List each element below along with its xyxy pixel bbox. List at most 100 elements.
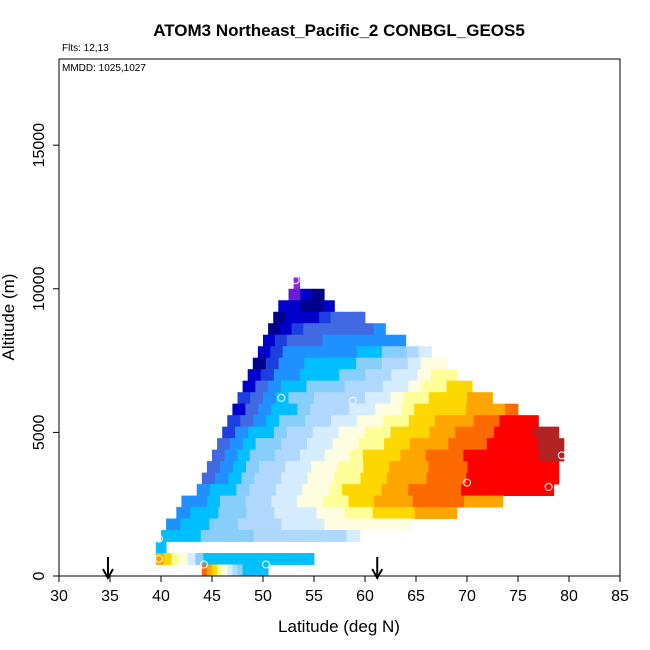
- heatmap-cell: [545, 426, 560, 439]
- heatmap-cell: [414, 507, 430, 519]
- observation-circle: [262, 560, 271, 569]
- heatmap-cell: [316, 507, 331, 519]
- heatmap-cell: [527, 484, 541, 496]
- heatmap-cell: [292, 415, 306, 428]
- heatmap-cell: [344, 346, 358, 359]
- heatmap-cell: [237, 449, 251, 462]
- heatmap-cell: [363, 461, 377, 473]
- heatmap-cell: [420, 357, 435, 370]
- heatmap-cell: [271, 495, 285, 508]
- heatmap-cell: [195, 553, 204, 565]
- heatmap-cell: [338, 426, 353, 439]
- heatmap-cell: [386, 472, 401, 485]
- heatmap-cell: [350, 461, 364, 473]
- heatmap-cell: [211, 553, 220, 565]
- heatmap-cell: [344, 507, 360, 519]
- heatmap-cell: [382, 334, 395, 347]
- heatmap-cell: [492, 472, 507, 485]
- x-tick-label: 75: [509, 588, 527, 605]
- heatmap-cell: [353, 518, 369, 531]
- heatmap-cell: [430, 369, 445, 382]
- heatmap-cell: [250, 392, 264, 405]
- observation-markers: [154, 276, 566, 569]
- heatmap-cell: [337, 461, 351, 473]
- heatmap-cell: [441, 392, 455, 405]
- heatmap-cell: [519, 461, 534, 473]
- heatmap-cell: [207, 495, 221, 508]
- heatmap-cell: [258, 403, 272, 416]
- heatmap-cell: [284, 495, 298, 508]
- heatmap-cell: [274, 553, 283, 565]
- heatmap-cell: [313, 369, 327, 382]
- heatmap-cell: [454, 461, 468, 473]
- heatmap-cell: [237, 564, 243, 577]
- y-tick-label: 5000: [31, 414, 48, 450]
- heatmap-cell: [446, 380, 460, 393]
- chart-title: ATOM3 Northeast_Pacific_2 CONBGL_GEOS5: [153, 21, 525, 40]
- observation-circle: [199, 560, 208, 569]
- heatmap-cell: [434, 484, 449, 496]
- heatmap-cell: [428, 507, 444, 519]
- heatmap-cell: [395, 484, 409, 496]
- heatmap-cell: [222, 564, 228, 577]
- x-tick-label: 50: [254, 588, 272, 605]
- heatmap-cell: [347, 472, 361, 485]
- heatmap-cell: [227, 564, 233, 577]
- heatmap-cell: [348, 495, 362, 508]
- heatmap-cell: [332, 438, 346, 451]
- heatmap-cell: [246, 461, 260, 473]
- heatmap-cell: [475, 449, 489, 462]
- heatmap-cell: [389, 461, 403, 473]
- heatmap-cell: [217, 438, 231, 451]
- heatmap-cell: [255, 438, 269, 451]
- x-tick-label: 85: [611, 588, 629, 605]
- x-tick-label: 30: [50, 588, 68, 605]
- x-tick-label: 35: [101, 588, 119, 605]
- heatmap-cell: [332, 346, 345, 359]
- heatmap-cell: [391, 369, 405, 382]
- heatmap-cell: [394, 346, 407, 359]
- heatmap-cell: [278, 300, 290, 313]
- heatmap-cell: [206, 461, 221, 473]
- heatmap-cell: [273, 369, 288, 382]
- heatmap-cell: [262, 484, 277, 496]
- heatmap-cell: [279, 323, 292, 336]
- heatmap-cell: [414, 403, 428, 416]
- heatmap-cell: [310, 334, 323, 347]
- heatmap-cell: [255, 380, 269, 393]
- heatmap-cell: [374, 495, 388, 508]
- heatmap-cell: [303, 323, 316, 336]
- heatmap-cell: [288, 288, 301, 301]
- heatmap-cell: [345, 438, 359, 451]
- heatmap-cell: [512, 438, 526, 451]
- heatmap-cell: [538, 438, 552, 451]
- heatmap-cell: [493, 461, 508, 473]
- heatmap-cell: [356, 357, 370, 370]
- observation-circle: [277, 393, 286, 402]
- heatmap-cell: [318, 415, 332, 428]
- heatmap-cell: [408, 415, 423, 428]
- heatmap-cell: [310, 403, 324, 416]
- heatmap-cell: [460, 415, 474, 428]
- heatmap-cell: [352, 369, 366, 382]
- heatmap-cell: [217, 564, 223, 577]
- heatmap-cell: [500, 484, 515, 496]
- heatmap-cell: [371, 438, 385, 451]
- heatmap-cell: [261, 426, 275, 439]
- heatmap-cell: [310, 518, 325, 531]
- heatmap-cell: [285, 461, 299, 473]
- heatmap-cell: [551, 438, 565, 451]
- heatmap-cell: [306, 553, 315, 565]
- heatmap-cell: [270, 346, 284, 359]
- heatmap-cell: [505, 472, 520, 485]
- heatmap-cell: [272, 461, 286, 473]
- heatmap-cell: [325, 426, 340, 439]
- heatmap-cell: [441, 461, 455, 473]
- heatmap-cell: [513, 449, 527, 462]
- heatmap-cell: [190, 507, 205, 519]
- heatmap-cell: [295, 346, 308, 359]
- heatmap-cell: [288, 507, 303, 519]
- heatmap-cell: [545, 472, 560, 485]
- heatmap-cell: [187, 530, 202, 542]
- heatmap-cell: [284, 311, 297, 324]
